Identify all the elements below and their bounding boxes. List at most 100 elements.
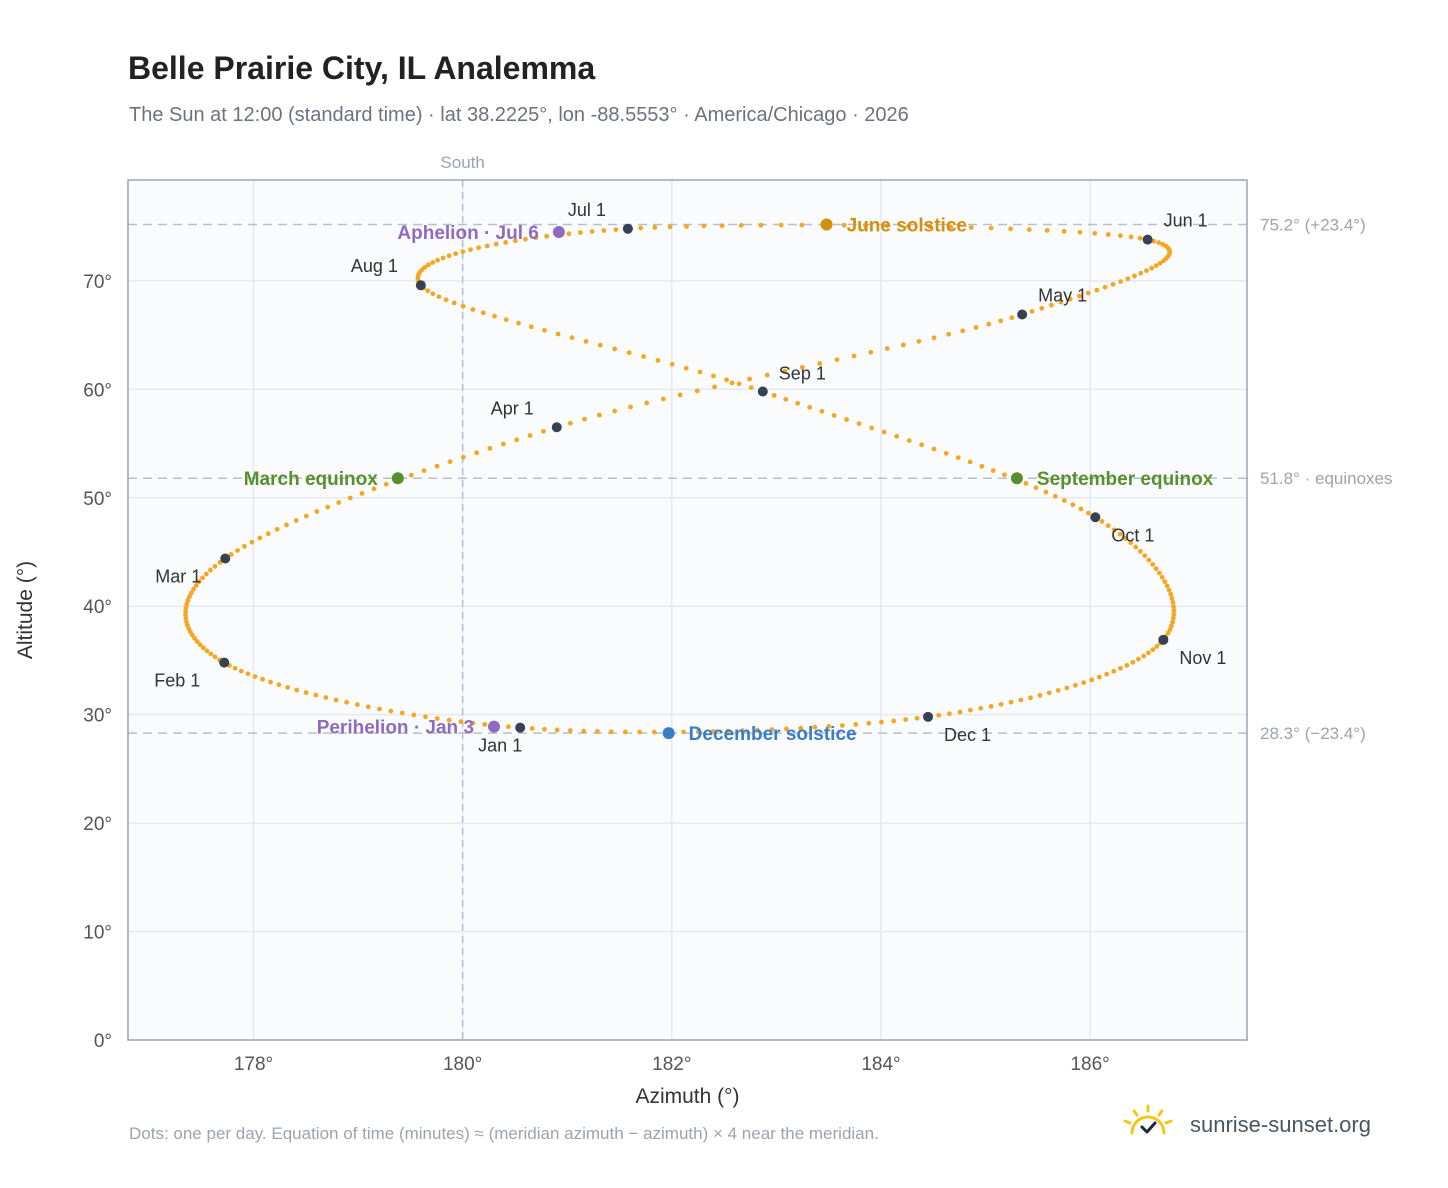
daily-sun-dot — [1167, 627, 1173, 632]
daily-sun-dot — [725, 728, 731, 734]
daily-sun-dot — [260, 676, 266, 682]
x-tick-label: 182° — [652, 1054, 691, 1075]
daily-sun-dot — [967, 459, 973, 465]
daily-sun-dot — [623, 729, 628, 735]
chart-title: Belle Prairie City, IL Analemma — [128, 50, 596, 86]
daily-sun-dot — [184, 601, 190, 607]
daily-sun-dot — [1130, 659, 1136, 665]
daily-sun-dot — [492, 313, 497, 319]
daily-sun-dot — [347, 495, 353, 501]
daily-sun-dot — [474, 450, 480, 456]
daily-sun-dot — [1096, 674, 1102, 680]
daily-sun-dot — [1009, 315, 1015, 321]
daily-sun-dot — [506, 724, 511, 730]
x-tick-label: 186° — [1070, 1054, 1109, 1075]
month-marker — [757, 386, 768, 397]
daily-sun-dot — [208, 651, 214, 657]
daily-sun-dot — [1086, 510, 1091, 516]
chart-subtitle: The Sun at 12:00 (standard time) · lat 3… — [129, 104, 909, 126]
daily-sun-dot — [1110, 281, 1116, 287]
daily-sun-dot — [1170, 615, 1176, 621]
x-tick-label: 180° — [443, 1054, 482, 1075]
daily-sun-dot — [446, 253, 452, 259]
daily-sun-dot — [711, 373, 716, 379]
month-label: Apr 1 — [491, 398, 534, 418]
daily-sun-dot — [566, 231, 572, 237]
daily-sun-dot — [303, 513, 309, 519]
daily-sun-dot — [1128, 540, 1134, 546]
daily-sun-dot — [542, 726, 547, 732]
daily-sun-dot — [185, 597, 191, 603]
y-tick-label: 30° — [83, 706, 112, 727]
daily-sun-dot — [831, 413, 837, 418]
daily-sun-dot — [641, 354, 647, 359]
daily-sun-dot — [589, 229, 595, 234]
month-marker — [415, 280, 426, 291]
daily-sun-dot — [931, 446, 937, 452]
daily-sun-dot — [577, 230, 583, 235]
daily-sun-dot — [293, 518, 299, 523]
daily-sun-dot — [430, 291, 436, 297]
daily-sun-dot — [1149, 265, 1155, 271]
daily-sun-dot — [430, 260, 436, 265]
daily-sun-dot — [1144, 268, 1149, 274]
daily-sun-dot — [541, 428, 546, 434]
month-label: Feb 1 — [154, 671, 200, 691]
daily-sun-dot — [1165, 630, 1171, 636]
daily-sun-dot — [628, 404, 633, 410]
month-marker — [1090, 512, 1101, 523]
daily-sun-dot — [916, 338, 922, 344]
daily-sun-dot — [365, 704, 371, 710]
y-tick-label: 0° — [94, 1031, 112, 1052]
daily-sun-dot — [194, 639, 200, 644]
daily-sun-dot — [754, 727, 760, 733]
daily-sun-dot — [931, 335, 937, 341]
daily-sun-dot — [1142, 553, 1148, 559]
daily-sun-dot — [440, 255, 446, 261]
daily-sun-dot — [914, 715, 920, 721]
daily-sun-dot — [242, 543, 247, 549]
daily-sun-dot — [747, 376, 753, 382]
daily-sun-dot — [1171, 604, 1176, 609]
daily-sun-dot — [1159, 574, 1165, 580]
daily-sun-dot — [581, 728, 587, 734]
daily-sun-dot — [608, 729, 614, 735]
daily-sun-dot — [460, 303, 466, 309]
daily-sun-dot — [200, 645, 206, 651]
daily-sun-dot — [1064, 685, 1070, 691]
daily-sun-dot — [388, 708, 394, 714]
daily-sun-dot — [1092, 230, 1098, 236]
daily-sun-dot — [891, 718, 897, 724]
daily-sun-dot — [683, 365, 689, 371]
daily-sun-dot — [435, 257, 440, 263]
daily-sun-dot — [183, 615, 189, 621]
month-marker — [1017, 309, 1028, 320]
daily-sun-dot — [1039, 305, 1045, 311]
daily-sun-dot — [1146, 557, 1152, 563]
daily-sun-dot — [470, 720, 476, 726]
event-marker — [820, 218, 833, 231]
reference-line-label: 75.2° (+23.4°) — [1260, 215, 1366, 234]
daily-sun-dot — [1170, 619, 1176, 625]
daily-sun-dot — [1128, 234, 1134, 240]
daily-sun-dot — [651, 729, 657, 735]
daily-sun-dot — [1160, 241, 1166, 247]
y-axis-label: Altitude (°) — [14, 561, 37, 659]
daily-sun-dot — [183, 612, 188, 618]
daily-sun-dot — [284, 522, 289, 528]
daily-sun-dot — [1166, 587, 1172, 593]
daily-sun-dot — [1055, 688, 1061, 693]
daily-sun-dot — [203, 571, 209, 577]
daily-sun-dot — [193, 583, 199, 588]
daily-sun-dot — [612, 408, 618, 414]
brand[interactable]: sunrise-sunset.org — [1120, 1103, 1390, 1147]
daily-sun-dot — [1077, 229, 1083, 235]
month-marker — [515, 722, 526, 733]
daily-sun-dot — [1061, 228, 1067, 234]
daily-sun-dot — [851, 353, 857, 359]
daily-sun-dot — [979, 463, 985, 469]
daily-sun-dot — [1033, 485, 1039, 491]
daily-sun-dot — [594, 729, 600, 734]
daily-sun-dot — [408, 472, 414, 478]
daily-sun-dot — [988, 703, 994, 709]
